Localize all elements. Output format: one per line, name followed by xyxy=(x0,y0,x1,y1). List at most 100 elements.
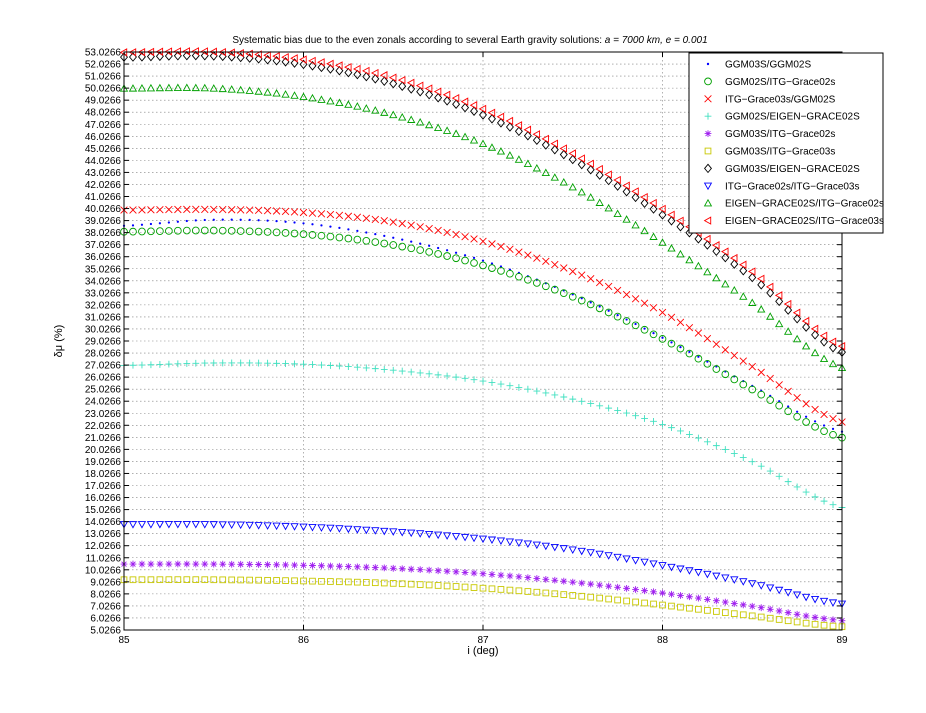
data-point xyxy=(506,269,514,278)
data-point xyxy=(607,309,610,312)
y-tick-label: 25.0266 xyxy=(85,385,122,396)
data-point xyxy=(686,593,693,601)
data-point xyxy=(649,198,657,208)
data-point xyxy=(416,369,424,377)
data-point xyxy=(703,234,711,244)
data-point xyxy=(577,154,585,163)
data-point xyxy=(309,577,316,585)
data-point xyxy=(658,335,667,343)
y-tick-label: 37.0266 xyxy=(85,240,122,251)
data-point xyxy=(290,91,299,99)
data-point xyxy=(155,83,165,92)
data-point xyxy=(640,299,649,307)
data-point xyxy=(374,233,377,236)
data-point xyxy=(460,132,470,141)
data-point xyxy=(146,83,156,92)
data-point xyxy=(362,214,371,223)
data-point xyxy=(356,229,359,232)
data-point xyxy=(272,207,281,215)
data-point xyxy=(783,299,792,309)
y-tick-label: 8.0266 xyxy=(90,589,121,600)
data-point xyxy=(398,219,406,228)
data-point xyxy=(640,325,649,334)
data-point xyxy=(347,228,350,231)
series-5 xyxy=(120,576,846,631)
data-point xyxy=(569,267,577,276)
data-point xyxy=(677,592,684,599)
y-tick-label: 20.0266 xyxy=(85,445,122,456)
data-point xyxy=(353,526,362,534)
data-point xyxy=(362,104,371,112)
data-point xyxy=(407,84,416,94)
legend-marker xyxy=(703,198,713,207)
data-point xyxy=(515,384,523,391)
data-point xyxy=(344,212,353,220)
data-point xyxy=(695,605,702,613)
y-tick-label: 43.0266 xyxy=(85,168,122,179)
data-point xyxy=(461,256,469,265)
data-point xyxy=(559,545,568,553)
data-point xyxy=(568,546,577,554)
y-tick-label: 21.0266 xyxy=(85,433,122,444)
data-point xyxy=(311,223,314,226)
data-point xyxy=(425,581,433,589)
data-point xyxy=(793,483,801,491)
data-point xyxy=(820,427,828,435)
data-point xyxy=(451,533,461,541)
chart-title-params: a = 7000 km, e = 0.001 xyxy=(605,35,708,46)
y-tick-label: 13.0266 xyxy=(85,529,122,540)
data-point xyxy=(156,560,164,568)
data-point xyxy=(470,584,478,591)
data-point xyxy=(255,576,262,584)
data-point xyxy=(300,577,307,585)
data-point xyxy=(721,279,730,288)
data-point xyxy=(327,562,334,570)
data-point xyxy=(694,329,703,337)
data-point xyxy=(452,568,460,576)
data-point xyxy=(793,610,801,618)
data-point xyxy=(209,84,218,92)
legend-label: ITG−Grace02s/ITG−Grace03s xyxy=(725,181,860,192)
legend-entry: GGM02S/ITG−Grace02s xyxy=(704,77,835,88)
data-point xyxy=(497,380,505,388)
data-point xyxy=(419,242,422,245)
series-8 xyxy=(119,83,847,371)
data-point xyxy=(273,359,280,367)
data-point xyxy=(747,267,756,276)
data-point xyxy=(580,297,583,300)
data-point xyxy=(649,204,658,214)
data-point xyxy=(434,582,442,589)
data-point xyxy=(541,282,550,291)
data-point xyxy=(542,575,550,583)
data-point xyxy=(433,123,443,131)
data-point xyxy=(659,421,666,428)
data-point xyxy=(470,569,478,577)
data-point xyxy=(182,226,191,235)
data-point xyxy=(820,497,828,505)
data-point xyxy=(659,601,666,609)
legend-marker xyxy=(704,112,712,120)
data-point xyxy=(578,271,586,279)
data-point xyxy=(604,175,613,186)
data-point xyxy=(551,590,559,598)
data-point xyxy=(182,83,191,91)
data-point xyxy=(810,348,820,357)
data-point xyxy=(739,380,748,389)
data-point xyxy=(371,527,380,535)
data-point xyxy=(451,93,460,103)
data-point xyxy=(810,324,819,334)
data-point xyxy=(720,247,729,256)
data-point xyxy=(410,240,413,243)
data-point xyxy=(479,570,487,578)
data-point xyxy=(370,68,379,78)
data-point xyxy=(478,104,487,114)
data-point xyxy=(210,359,218,367)
data-point xyxy=(273,561,280,569)
data-point xyxy=(335,61,343,70)
data-point xyxy=(515,573,523,581)
data-point xyxy=(353,64,361,74)
data-point xyxy=(532,163,542,172)
data-point xyxy=(721,574,730,583)
data-point xyxy=(667,339,676,348)
data-point xyxy=(264,561,271,569)
